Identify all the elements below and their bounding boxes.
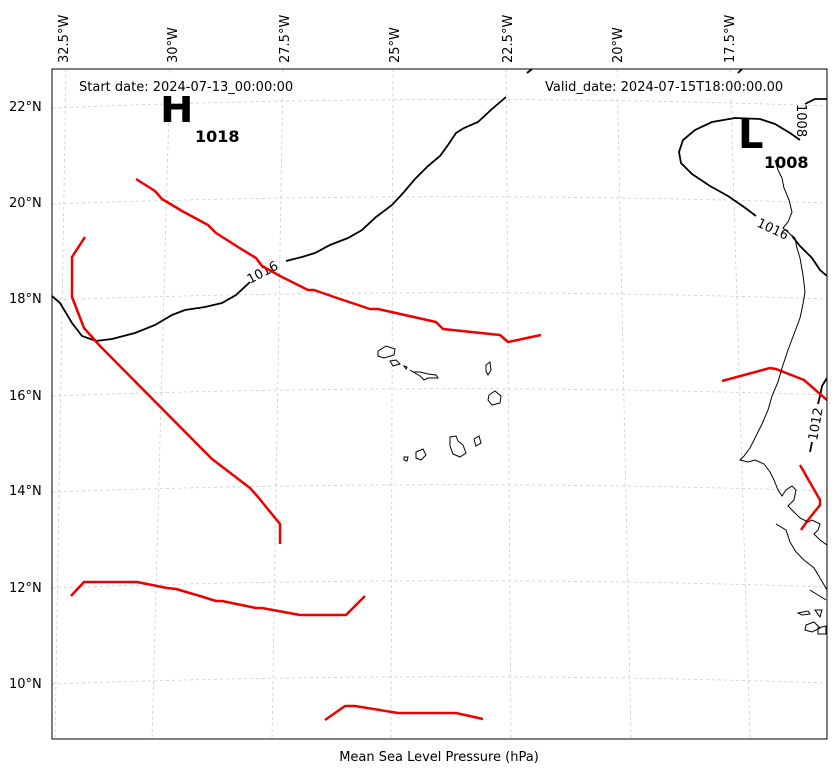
isobar-1008 bbox=[804, 98, 827, 105]
lat-tick-10n: 10°N bbox=[9, 677, 42, 692]
parallel-16n bbox=[52, 388, 827, 397]
lon-tick-22-5w: 22.5°W bbox=[501, 15, 516, 63]
meridian-20w bbox=[616, 69, 632, 739]
contour-label-1008: 1008 bbox=[793, 104, 808, 137]
meridian-25w bbox=[390, 69, 394, 739]
trough-lines bbox=[70, 177, 827, 722]
parallel-14n bbox=[52, 484, 827, 493]
isobar-1012-b bbox=[809, 441, 813, 453]
low-pressure-value: 1008 bbox=[764, 153, 809, 172]
trough-line-south-2 bbox=[324, 704, 484, 722]
low-pressure-marker: L bbox=[738, 112, 764, 158]
parallel-10n bbox=[52, 676, 827, 685]
trough-line-coast bbox=[798, 464, 822, 531]
island-sal bbox=[485, 361, 492, 377]
low-pressure-center: L 1008 bbox=[738, 112, 809, 172]
meridian-32-5w bbox=[54, 69, 67, 739]
island-fogo bbox=[415, 448, 427, 461]
graticule bbox=[52, 69, 827, 739]
contour-label-1012: 1012 bbox=[806, 406, 827, 441]
island-brava bbox=[403, 456, 409, 462]
lat-tick-20n: 20°N bbox=[9, 196, 42, 211]
isobar-1016-west-b bbox=[285, 96, 507, 262]
island-boa-vista bbox=[487, 390, 502, 406]
isobar-1008-b bbox=[678, 117, 801, 217]
island-santo-antao bbox=[377, 345, 396, 359]
trough-line-east bbox=[721, 366, 827, 401]
trough-line-west bbox=[70, 236, 282, 544]
meridian-27-5w bbox=[271, 69, 284, 739]
meridian-22-5w bbox=[505, 69, 512, 739]
lat-tick-16n: 16°N bbox=[9, 389, 42, 404]
valid-date-box bbox=[535, 76, 815, 96]
island-maio bbox=[473, 435, 482, 447]
lon-tick-32-5w: 32.5°W bbox=[57, 15, 72, 63]
africa-coastline-b bbox=[775, 523, 827, 591]
isobar-1012 bbox=[817, 377, 827, 405]
latitude-labels: 22°N 20°N 18°N 16°N 14°N 12°N 10°N bbox=[9, 100, 42, 692]
island-santa-luzia bbox=[402, 365, 408, 370]
lon-tick-30w: 30°W bbox=[166, 27, 181, 63]
meridian-17-5w bbox=[729, 69, 751, 739]
lon-tick-25w: 25°W bbox=[388, 27, 403, 63]
island-sao-nicolau bbox=[409, 369, 439, 381]
coast-islets bbox=[796, 609, 827, 635]
isobar-1016-east bbox=[737, 69, 743, 74]
island-santiago bbox=[449, 435, 467, 458]
africa-coastline bbox=[739, 159, 827, 546]
lat-tick-18n: 18°N bbox=[9, 292, 42, 307]
parallel-12n bbox=[52, 580, 827, 589]
map-caption: Mean Sea Level Pressure (hPa) bbox=[339, 750, 539, 765]
parallel-22n bbox=[52, 99, 827, 109]
lat-tick-12n: 12°N bbox=[9, 581, 42, 596]
isobar-1016-north bbox=[526, 69, 533, 74]
lat-tick-14n: 14°N bbox=[9, 484, 42, 499]
lon-tick-27-5w: 27.5°W bbox=[278, 15, 293, 63]
trough-line-south-1 bbox=[70, 580, 366, 617]
island-sao-vicente bbox=[389, 359, 401, 367]
isobar-1016-west bbox=[52, 281, 251, 342]
start-date-label: Start date: 2024-07-13_00:00:00 bbox=[79, 80, 293, 95]
africa-coastline-c bbox=[809, 589, 827, 601]
map-frame bbox=[52, 69, 827, 739]
lon-tick-17-5w: 17.5°W bbox=[723, 15, 738, 63]
isobars bbox=[52, 69, 827, 453]
high-pressure-value: 1018 bbox=[195, 127, 240, 146]
start-date-box bbox=[70, 76, 320, 96]
trough-line-north bbox=[135, 177, 542, 344]
map-border bbox=[51, 68, 828, 740]
parallel-18n bbox=[52, 292, 827, 301]
valid-date-label: Valid_date: 2024-07-15T18:00:00.00 bbox=[545, 80, 783, 95]
longitude-labels: 32.5°W 30°W 27.5°W 25°W 22.5°W 20°W 17.5… bbox=[57, 15, 738, 63]
lon-tick-20w: 20°W bbox=[611, 27, 626, 63]
coastlines bbox=[377, 159, 827, 635]
isobar-1016-e bbox=[791, 235, 827, 277]
lat-tick-22n: 22°N bbox=[9, 100, 42, 115]
meridian-30w bbox=[151, 69, 171, 739]
